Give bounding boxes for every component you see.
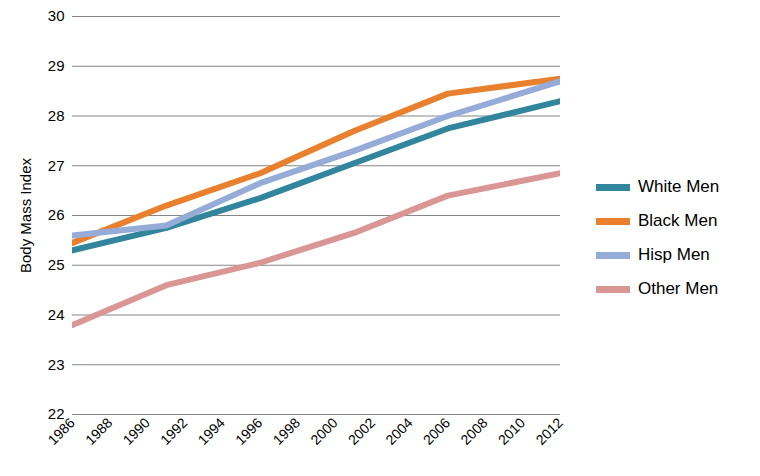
svg-text:27: 27	[48, 157, 65, 174]
svg-text:2008: 2008	[457, 414, 490, 447]
svg-text:26: 26	[48, 206, 65, 223]
html-text:Hisp Men: Hisp Men	[638, 245, 710, 264]
svg-text:28: 28	[48, 107, 65, 124]
svg-text:1990: 1990	[120, 414, 153, 447]
svg-text:1986: 1986	[44, 414, 77, 447]
svg-text:24: 24	[48, 306, 65, 323]
svg-text:1996: 1996	[232, 414, 265, 447]
html-text:Black Men: Black Men	[638, 211, 718, 230]
svg-text:2004: 2004	[382, 414, 415, 447]
svg-text:30: 30	[48, 7, 65, 24]
svg-text:22: 22	[47, 405, 65, 423]
svg-text:Body Mass Index: Body Mass Index	[17, 157, 34, 273]
html-text:Other Men: Other Men	[638, 279, 719, 298]
svg-text:2000: 2000	[307, 414, 340, 447]
svg-text:2010: 2010	[495, 414, 528, 447]
svg-text:2006: 2006	[420, 414, 453, 447]
svg-text:2012: 2012	[532, 414, 565, 447]
svg-text:1992: 1992	[157, 414, 190, 447]
svg-text:25: 25	[48, 256, 65, 273]
svg-text:1998: 1998	[270, 414, 303, 447]
svg-text:23: 23	[48, 356, 65, 373]
svg-text:29: 29	[48, 57, 65, 74]
svg-text:1988: 1988	[82, 414, 115, 447]
svg-text:1994: 1994	[195, 414, 228, 447]
html-text:White Men: White Men	[638, 177, 720, 196]
svg-text:2002: 2002	[345, 414, 378, 447]
